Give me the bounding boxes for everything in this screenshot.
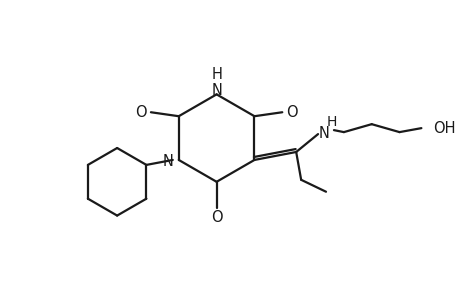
Text: H: H [326, 115, 336, 129]
Text: N: N [318, 126, 329, 141]
Text: H: H [211, 68, 222, 82]
Text: O: O [286, 105, 297, 120]
Text: O: O [210, 210, 222, 225]
Text: N: N [211, 83, 222, 98]
Text: O: O [135, 105, 146, 120]
Text: OH: OH [432, 121, 455, 136]
Text: N: N [162, 154, 174, 169]
